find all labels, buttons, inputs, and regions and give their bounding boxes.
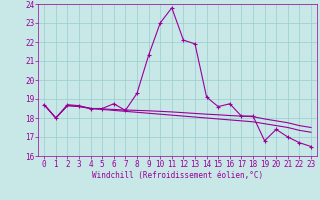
X-axis label: Windchill (Refroidissement éolien,°C): Windchill (Refroidissement éolien,°C) <box>92 171 263 180</box>
